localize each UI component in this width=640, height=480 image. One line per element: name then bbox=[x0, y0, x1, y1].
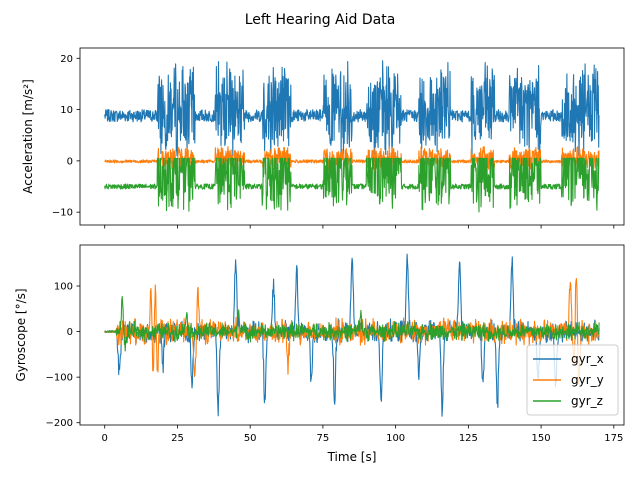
legend-label-gyr_z: gyr_z bbox=[571, 394, 603, 408]
x-tick-label: 0 bbox=[102, 433, 108, 444]
gyroscope-subplot: 0 25 50 75 100 125 150 175 −200 −100 0 100 Gyroscop… bbox=[14, 244, 625, 464]
x-tick-label: 25 bbox=[171, 433, 184, 444]
gyroscope-series-gyr_z bbox=[104, 296, 600, 352]
acceleration-series-1 bbox=[104, 146, 600, 172]
y-tick-label: 0 bbox=[67, 156, 73, 167]
legend: gyr_x gyr_y gyr_z bbox=[526, 344, 619, 416]
x-tick-label: 125 bbox=[459, 433, 478, 444]
legend-label-gyr_x: gyr_x bbox=[571, 352, 604, 366]
acceleration-series-0 bbox=[104, 60, 600, 157]
y-tick-label: −10 bbox=[52, 208, 73, 219]
y-tick-label: 100 bbox=[54, 282, 73, 293]
x-tick-label: 75 bbox=[317, 433, 330, 444]
gyroscope-plot-frame bbox=[79, 244, 625, 426]
acceleration-ticks: −10 0 10 20 bbox=[52, 54, 615, 229]
acceleration-subplot: −10 0 10 20 Acceleration [m/s²] bbox=[21, 47, 625, 229]
y-tick-label: 20 bbox=[60, 54, 73, 65]
acceleration-plot-frame bbox=[79, 47, 625, 226]
acceleration-series-group bbox=[104, 60, 600, 213]
x-tick-label: 100 bbox=[386, 433, 405, 444]
y-tick-label: 0 bbox=[67, 327, 73, 338]
legend-box bbox=[526, 344, 619, 416]
x-tick-label: 150 bbox=[532, 433, 551, 444]
y-tick-label: 10 bbox=[60, 105, 73, 116]
gyroscope-series-group bbox=[104, 253, 600, 417]
acceleration-series-2 bbox=[104, 157, 600, 213]
legend-label-gyr_y: gyr_y bbox=[571, 373, 604, 387]
acceleration-ylabel: Acceleration [m/s²] bbox=[21, 79, 35, 194]
gyroscope-series-gyr_y bbox=[104, 278, 600, 385]
figure-title: Left Hearing Aid Data bbox=[245, 12, 396, 28]
gyroscope-ylabel: Gyroscope [°/s] bbox=[14, 288, 28, 381]
x-tick-label: 50 bbox=[244, 433, 257, 444]
x-tick-label: 175 bbox=[604, 433, 623, 444]
gyroscope-xlabel: Time [s] bbox=[327, 450, 377, 464]
y-tick-label: −200 bbox=[46, 418, 73, 429]
gyroscope-ticks: 0 25 50 75 100 125 150 175 −200 −100 0 100 bbox=[46, 282, 624, 444]
legend-entries: gyr_x gyr_y gyr_z bbox=[533, 352, 604, 408]
y-tick-label: −100 bbox=[46, 373, 73, 384]
